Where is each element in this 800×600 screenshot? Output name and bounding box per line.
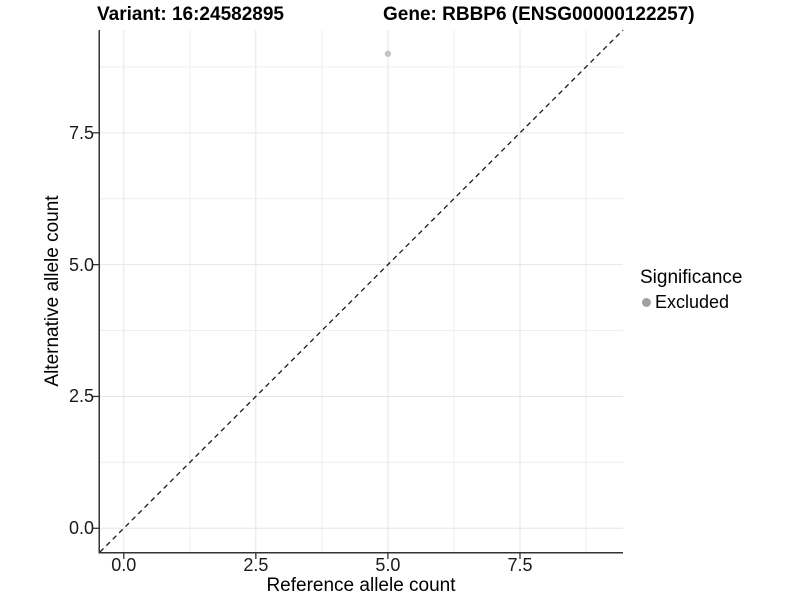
x-tick-label: 5.0 (375, 555, 401, 575)
plot-title-gene: Gene: RBBP6 (ENSG00000122257) (383, 4, 695, 25)
x-tick-label: 2.5 (243, 555, 269, 575)
x-tick-label: 0.0 (111, 555, 137, 575)
data-point (384, 50, 392, 57)
x-axis-title: Reference allele count (266, 575, 456, 596)
legend: Significance Excluded (640, 266, 742, 313)
legend-key-circle-icon (642, 297, 651, 307)
plot-title-variant: Variant: 16:24582895 (97, 4, 284, 25)
y-tick-label: 5.0 (68, 254, 94, 275)
identity-dashed-line (99, 29, 624, 553)
y-axis-title: Alternative allele count (42, 195, 63, 387)
legend-entry-label: Excluded (655, 292, 730, 312)
legend-title: Significance (640, 267, 743, 288)
y-tick-label: 2.5 (68, 386, 94, 407)
y-tick-label: 0.0 (68, 518, 94, 539)
y-tick-label: 7.5 (68, 122, 94, 143)
legend-entry: Excluded (640, 291, 742, 313)
x-tick-label: 7.5 (507, 555, 533, 575)
